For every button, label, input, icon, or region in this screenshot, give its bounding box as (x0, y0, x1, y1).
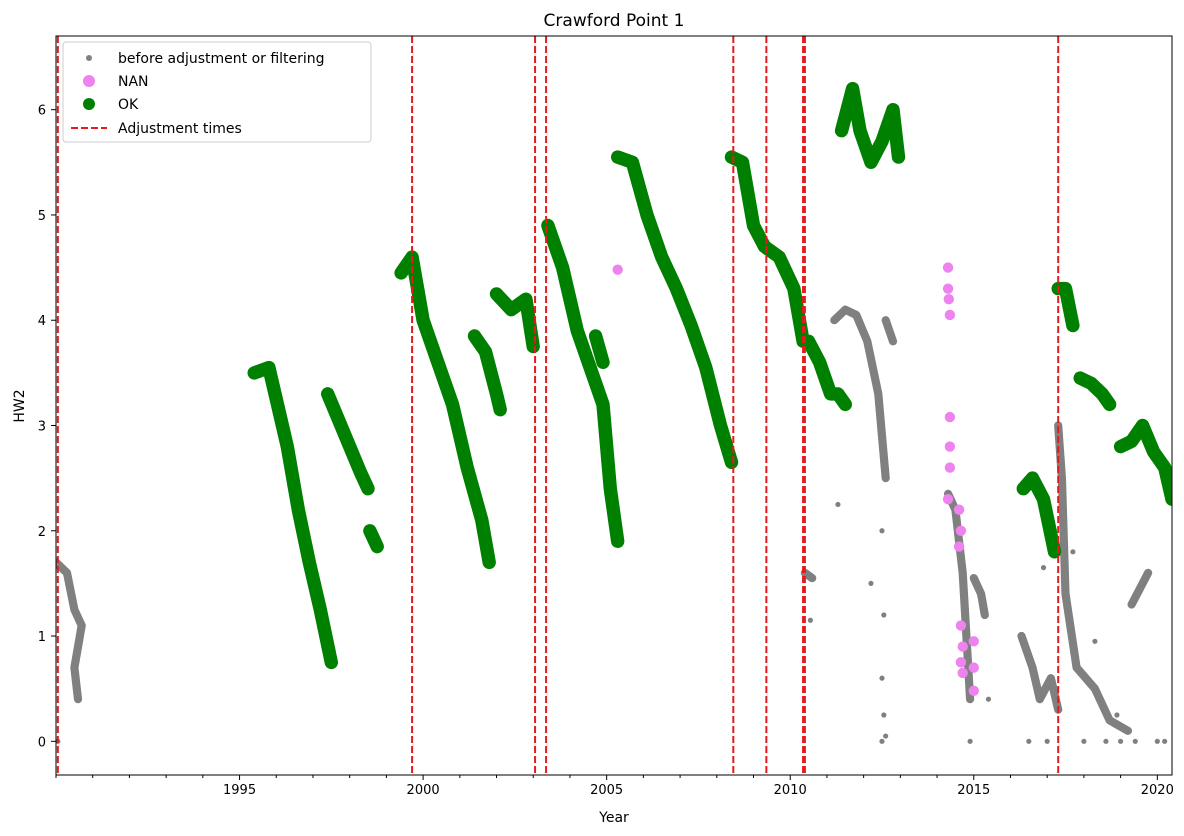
legend-label-ok: OK (118, 97, 139, 113)
y-tick-label: 4 (38, 314, 46, 329)
y-tick-label: 2 (38, 525, 46, 540)
ok-segment (467, 329, 507, 417)
nan-point (943, 293, 954, 305)
ok-segment (834, 81, 906, 170)
before-adjustment-point (868, 580, 874, 587)
nan-point (944, 411, 956, 423)
nan-point (942, 283, 954, 294)
before-adjustment-point (1154, 738, 1160, 744)
x-tick-label: 2005 (590, 783, 623, 798)
x-tick-label: 2020 (1141, 783, 1174, 798)
nan-point (957, 641, 968, 652)
nan-point (957, 667, 968, 679)
before-adjustment-segment (1017, 631, 1063, 714)
y-tick-label: 0 (38, 735, 46, 750)
chart-title: Crawford Point 1 (544, 11, 685, 31)
x-tick-label: 1995 (223, 783, 256, 798)
ok-segment (1113, 418, 1172, 506)
legend: before adjustment or filtering NAN OK Ad… (62, 41, 372, 143)
y-axis-label: HW2 (12, 389, 28, 422)
nan-point (953, 541, 965, 552)
ok-segment (588, 329, 610, 369)
legend-marker-before (86, 55, 92, 61)
legend-marker-ok (83, 98, 95, 110)
before-adjustment-point (1044, 738, 1050, 744)
before-adjustment-point (1132, 738, 1138, 744)
before-adjustment-point (1026, 738, 1032, 744)
before-adjustment-segment (800, 568, 817, 583)
nan-point (968, 685, 979, 696)
before-adjustment-point (1114, 712, 1120, 718)
before-adjustment-segment (56, 558, 86, 704)
nan-point (942, 493, 954, 505)
nan-point (955, 620, 967, 631)
before-adjustment-point (1070, 549, 1076, 555)
legend-marker-nan (83, 75, 95, 87)
x-tick-label: 2010 (774, 783, 807, 798)
ok-segment (489, 287, 540, 354)
plot-area (56, 36, 1172, 775)
before-adjustment-point (881, 712, 887, 718)
y-axis: 0 1 2 3 4 5 6 (38, 104, 56, 750)
ok-segment (541, 218, 625, 548)
before-adjustment-segment (943, 489, 975, 704)
plot-frame (55, 35, 1173, 776)
legend-label-adjustment: Adjustment times (118, 121, 242, 137)
before-adjustment-point (1118, 738, 1124, 744)
ok-segment (394, 250, 496, 570)
before-adjustment-point (967, 738, 973, 744)
legend-box (62, 41, 372, 143)
ok-segment (724, 150, 810, 348)
x-tick-label: 2000 (407, 783, 440, 798)
nan-point (612, 264, 623, 275)
nan-point (944, 441, 956, 452)
nan-point (968, 662, 979, 673)
before-adjustment-point (883, 733, 889, 739)
before-adjustment-point (835, 501, 841, 508)
ok-segment (247, 360, 338, 670)
nan-point (942, 262, 954, 273)
nan-point (953, 504, 965, 515)
ok-segment (321, 387, 375, 496)
ok-segment (611, 150, 739, 469)
x-axis-label: Year (598, 810, 629, 826)
y-tick-label: 1 (38, 630, 46, 645)
x-tick-label: 2015 (957, 783, 990, 798)
nan-point (944, 462, 956, 473)
before-adjustment-segment (969, 573, 989, 620)
nan-point (968, 636, 979, 647)
before-adjustment-point (807, 617, 814, 623)
ok-segment (1016, 471, 1062, 559)
before-adjustment-point (1081, 738, 1087, 744)
x-axis: 1995 2000 2005 2010 2015 2020 (55, 775, 1174, 798)
before-adjustment-point (1162, 738, 1168, 744)
before-adjustment-point (879, 675, 885, 681)
before-adjustment-point (879, 528, 885, 534)
before-adjustment-segment (830, 305, 890, 483)
ok-segment (363, 524, 384, 554)
legend-label-nan: NAN (118, 74, 149, 90)
ok-segment (1073, 371, 1117, 412)
nan-point (955, 525, 967, 536)
before-adjustment-point (881, 612, 887, 618)
data-layer (56, 36, 1172, 775)
before-adjustment-point (1040, 565, 1047, 571)
before-adjustment-segment (1054, 421, 1133, 735)
ok-segment (801, 334, 852, 412)
before-adjustment-point (1103, 738, 1109, 744)
nan-point (955, 657, 967, 668)
y-tick-label: 6 (38, 104, 46, 119)
legend-label-before: before adjustment or filtering (118, 51, 325, 67)
before-adjustment-point (985, 696, 992, 702)
before-adjustment-segment (1127, 568, 1153, 609)
y-tick-label: 5 (38, 209, 46, 224)
before-adjustment-point (879, 738, 885, 744)
y-tick-label: 3 (38, 420, 46, 435)
before-adjustment-segment (881, 316, 898, 346)
before-adjustment-point (1092, 638, 1098, 644)
ok-segment (1051, 281, 1080, 333)
nan-point (944, 309, 956, 321)
